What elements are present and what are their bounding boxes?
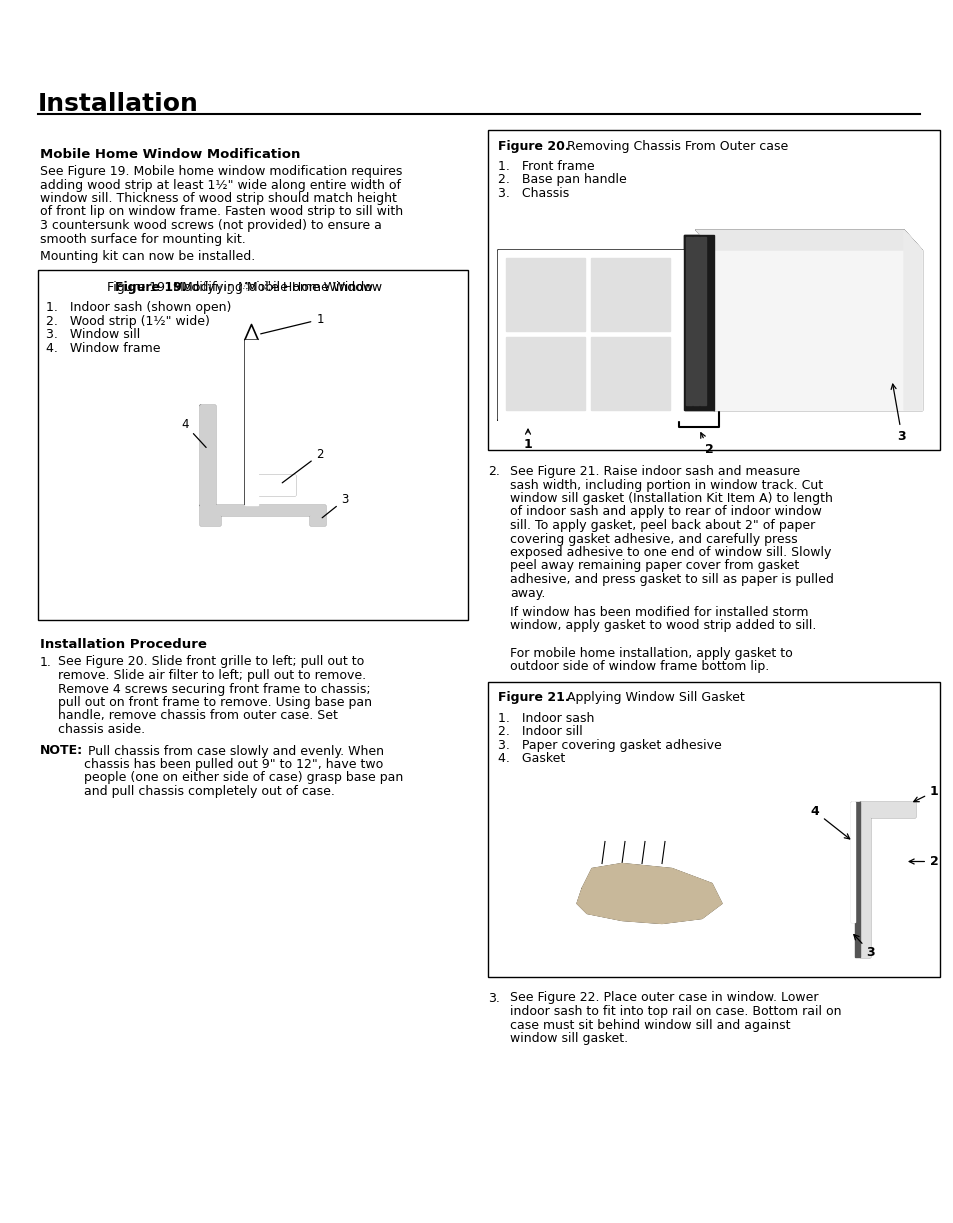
Text: people (one on either side of case) grasp base pan: people (one on either side of case) gras… — [84, 772, 403, 784]
Text: window sill. Thickness of wood strip should match height: window sill. Thickness of wood strip sho… — [40, 192, 396, 205]
Polygon shape — [696, 230, 921, 249]
Text: pull out on front frame to remove. Using base pan: pull out on front frame to remove. Using… — [58, 696, 372, 709]
Text: If window has been modified for installed storm: If window has been modified for installe… — [510, 607, 807, 619]
Text: outdoor side of window frame bottom lip.: outdoor side of window frame bottom lip. — [510, 660, 768, 673]
Text: 3: 3 — [853, 934, 875, 960]
Text: 3.   Paper covering gasket adhesive: 3. Paper covering gasket adhesive — [497, 739, 721, 751]
Text: Installation: Installation — [38, 92, 198, 116]
Text: 1.: 1. — [40, 656, 51, 669]
Polygon shape — [590, 338, 669, 410]
Bar — [488, 681, 939, 976]
Text: 3: 3 — [322, 493, 349, 517]
Text: case must sit behind window sill and against: case must sit behind window sill and aga… — [510, 1019, 790, 1031]
Text: of indoor sash and apply to rear of indoor window: of indoor sash and apply to rear of indo… — [510, 505, 821, 519]
Text: chassis has been pulled out 9" to 12", have two: chassis has been pulled out 9" to 12", h… — [84, 758, 383, 770]
Text: Applying Window Sill Gasket: Applying Window Sill Gasket — [562, 691, 744, 704]
Text: remove. Slide air filter to left; pull out to remove.: remove. Slide air filter to left; pull o… — [58, 669, 366, 682]
Text: sash width, including portion in window track. Cut: sash width, including portion in window … — [510, 478, 822, 492]
Text: See Figure 22. Place outer case in window. Lower: See Figure 22. Place outer case in windo… — [510, 992, 818, 1004]
Polygon shape — [685, 237, 691, 405]
Text: and pull chassis completely out of case.: and pull chassis completely out of case. — [84, 785, 335, 797]
Bar — [38, 269, 468, 620]
Text: Pull chassis from case slowly and evenly. When: Pull chassis from case slowly and evenly… — [84, 745, 384, 757]
Text: Modifying Mobile Home Window: Modifying Mobile Home Window — [178, 281, 382, 295]
Text: adding wood strip at least 1½" wide along entire width of: adding wood strip at least 1½" wide alon… — [40, 179, 400, 192]
Polygon shape — [590, 258, 669, 331]
Text: window sill gasket (Installation Kit Item A) to length: window sill gasket (Installation Kit Ite… — [510, 492, 832, 505]
Text: 2: 2 — [282, 448, 323, 483]
Text: See Figure 19. Mobile home window modification requires: See Figure 19. Mobile home window modifi… — [40, 165, 402, 179]
Text: 2.   Wood strip (1½" wide): 2. Wood strip (1½" wide) — [46, 316, 210, 328]
Text: 2.   Indoor sill: 2. Indoor sill — [497, 725, 582, 737]
Polygon shape — [257, 475, 294, 494]
Text: adhesive, and press gasket to sill as paper is pulled: adhesive, and press gasket to sill as pa… — [510, 574, 833, 586]
Polygon shape — [505, 338, 584, 410]
Polygon shape — [854, 801, 859, 956]
Polygon shape — [683, 235, 713, 410]
Polygon shape — [505, 258, 584, 331]
Text: 1: 1 — [523, 429, 532, 451]
Text: chassis aside.: chassis aside. — [58, 723, 145, 736]
Text: 1: 1 — [260, 313, 323, 334]
Text: 3 countersunk wood screws (not provided) to ensure a: 3 countersunk wood screws (not provided)… — [40, 219, 381, 232]
Polygon shape — [859, 801, 914, 956]
Text: 2: 2 — [700, 433, 713, 456]
Polygon shape — [200, 505, 325, 525]
Text: 3.   Chassis: 3. Chassis — [497, 187, 569, 201]
Text: 4: 4 — [181, 418, 206, 448]
Text: Figure 21.: Figure 21. — [497, 691, 569, 704]
Text: Removing Chassis From Outer case: Removing Chassis From Outer case — [562, 139, 787, 153]
Polygon shape — [577, 863, 721, 923]
Text: 4.   Window frame: 4. Window frame — [46, 342, 160, 355]
Text: exposed adhesive to one end of window sill. Slowly: exposed adhesive to one end of window si… — [510, 545, 830, 559]
Text: indoor sash to fit into top rail on case. Bottom rail on: indoor sash to fit into top rail on case… — [510, 1005, 841, 1018]
Text: of front lip on window frame. Fasten wood strip to sill with: of front lip on window frame. Fasten woo… — [40, 205, 403, 219]
Polygon shape — [850, 801, 854, 921]
Polygon shape — [713, 249, 921, 410]
Text: Figure 19. Modifying Mobile Home Window: Figure 19. Modifying Mobile Home Window — [107, 281, 373, 295]
Text: sill. To apply gasket, peel back about 2" of paper: sill. To apply gasket, peel back about 2… — [510, 519, 815, 532]
Text: NOTE:: NOTE: — [40, 745, 83, 757]
Text: Figure 19.: Figure 19. — [204, 281, 275, 295]
Text: Remove 4 screws securing front frame to chassis;: Remove 4 screws securing front frame to … — [58, 682, 370, 696]
Text: 2.   Base pan handle: 2. Base pan handle — [497, 174, 626, 186]
Polygon shape — [700, 237, 705, 405]
Text: 4.   Gasket: 4. Gasket — [497, 752, 565, 766]
Text: 1: 1 — [913, 785, 938, 802]
Text: 1.   Front frame: 1. Front frame — [497, 160, 594, 172]
Text: away.: away. — [510, 587, 545, 599]
Polygon shape — [692, 237, 699, 405]
Text: 2.: 2. — [488, 465, 499, 478]
Text: 4: 4 — [810, 805, 849, 839]
Text: For mobile home installation, apply gasket to: For mobile home installation, apply gask… — [510, 647, 792, 659]
Text: 3: 3 — [890, 384, 905, 443]
Text: Figure 20.: Figure 20. — [497, 139, 569, 153]
Text: 1.   Indoor sash: 1. Indoor sash — [497, 712, 594, 724]
Text: See Figure 21. Raise indoor sash and measure: See Figure 21. Raise indoor sash and mea… — [510, 465, 800, 478]
Text: window, apply gasket to wood strip added to sill.: window, apply gasket to wood strip added… — [510, 620, 816, 632]
Text: Installation Procedure: Installation Procedure — [40, 637, 207, 651]
Text: window sill gasket.: window sill gasket. — [510, 1032, 627, 1044]
Text: Mobile Home Window Modification: Mobile Home Window Modification — [40, 148, 300, 161]
Text: See Figure 20. Slide front grille to left; pull out to: See Figure 20. Slide front grille to lef… — [58, 656, 364, 669]
Text: Mounting kit can now be installed.: Mounting kit can now be installed. — [40, 249, 255, 263]
Text: 3.: 3. — [488, 992, 499, 1004]
Polygon shape — [245, 340, 257, 505]
Text: peel away remaining paper cover from gasket: peel away remaining paper cover from gas… — [510, 559, 799, 572]
Text: covering gasket adhesive, and carefully press: covering gasket adhesive, and carefully … — [510, 532, 797, 545]
Bar — [488, 130, 939, 450]
Polygon shape — [903, 230, 921, 410]
Text: Figure 19.: Figure 19. — [115, 281, 186, 295]
Text: 2: 2 — [908, 855, 938, 868]
Polygon shape — [497, 249, 683, 419]
Text: smooth surface for mounting kit.: smooth surface for mounting kit. — [40, 232, 246, 246]
Text: 3.   Window sill: 3. Window sill — [46, 329, 140, 341]
Text: handle, remove chassis from outer case. Set: handle, remove chassis from outer case. … — [58, 709, 337, 723]
Text: 1.   Indoor sash (shown open): 1. Indoor sash (shown open) — [46, 302, 232, 314]
Polygon shape — [200, 405, 214, 505]
